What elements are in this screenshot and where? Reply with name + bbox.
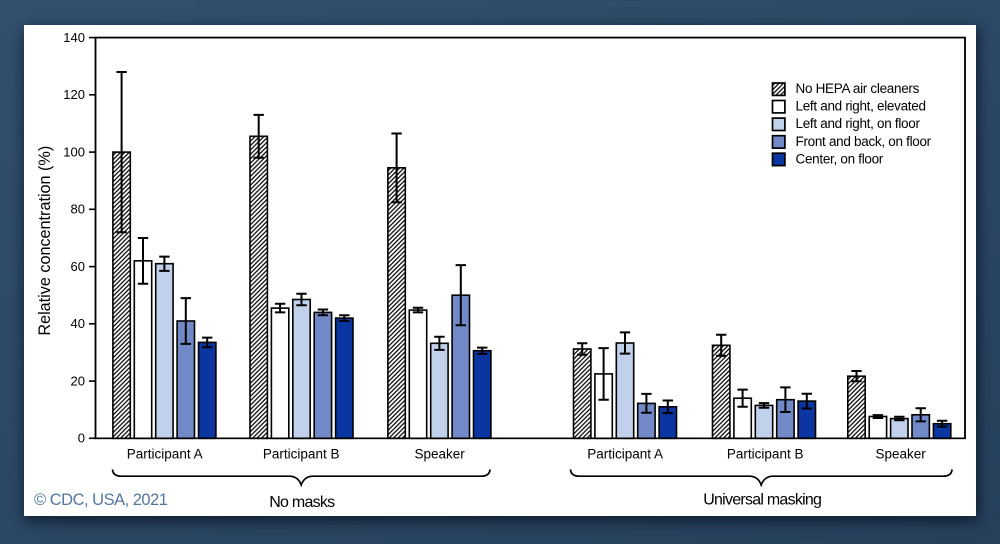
svg-text:No HEPA air cleaners: No HEPA air cleaners <box>796 81 920 96</box>
svg-text:Speaker: Speaker <box>875 446 926 461</box>
svg-text:© CDC, USA, 2021: © CDC, USA, 2021 <box>34 491 168 509</box>
svg-text:Universal masking: Universal masking <box>703 492 821 509</box>
svg-text:Left and right, elevated: Left and right, elevated <box>796 99 926 114</box>
svg-text:No masks: No masks <box>269 494 335 511</box>
svg-text:120: 120 <box>63 87 85 102</box>
svg-text:60: 60 <box>71 259 85 274</box>
svg-text:Relative concentration (%): Relative concentration (%) <box>36 146 54 336</box>
svg-text:80: 80 <box>71 202 85 217</box>
svg-text:Participant A: Participant A <box>587 446 663 461</box>
svg-text:140: 140 <box>63 30 85 45</box>
svg-text:40: 40 <box>71 316 85 331</box>
svg-text:20: 20 <box>71 374 85 389</box>
svg-text:Speaker: Speaker <box>414 446 465 461</box>
svg-text:Center, on floor: Center, on floor <box>796 151 884 166</box>
svg-text:0: 0 <box>78 431 85 446</box>
svg-text:Participant B: Participant B <box>263 446 340 461</box>
svg-text:Participant A: Participant A <box>127 446 203 461</box>
svg-text:100: 100 <box>63 145 85 160</box>
svg-text:Participant B: Participant B <box>727 446 804 461</box>
svg-text:Front and back, on floor: Front and back, on floor <box>796 134 932 149</box>
svg-text:Left and right, on floor: Left and right, on floor <box>796 116 921 131</box>
